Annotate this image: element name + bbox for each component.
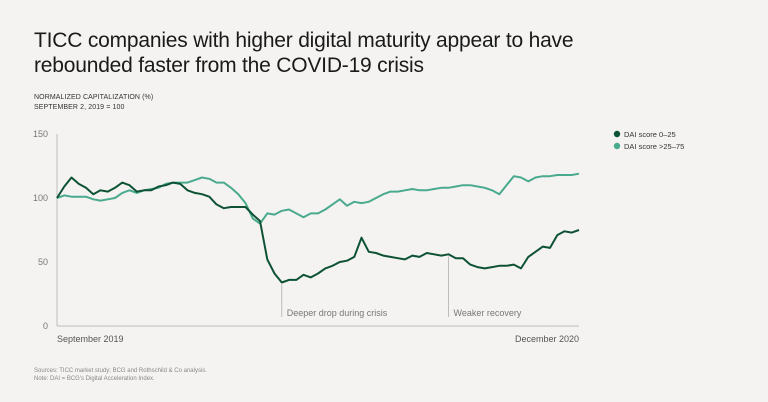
legend-label-dai_25_75: DAI score >25–75: [624, 142, 684, 151]
x-tick-label-end: December 2020: [515, 334, 579, 344]
chart-title: TICC companies with higher digital matur…: [34, 29, 574, 77]
annotation-label: Deeper drop during crisis: [287, 308, 388, 318]
y-tick-label: 150: [33, 129, 48, 139]
series-line-dai_25_75: [56, 172, 580, 225]
legend-marker-dai_0_25: [613, 130, 621, 138]
legend-label-dai_0_25: DAI score 0–25: [624, 130, 676, 139]
y-axis-subtitle: SEPTEMBER 2, 2019 = 100: [34, 104, 125, 111]
y-axis-title: NORMALIZED CAPITALIZATION (%): [34, 94, 154, 101]
legend: DAI score 0–25 DAI score >25–75: [613, 130, 684, 151]
annotation-label: Weaker recovery: [454, 308, 522, 318]
series-lines: [56, 172, 580, 284]
axes: 0 50 100 150 September 2019 December 2020: [33, 129, 579, 344]
y-tick-label: 50: [38, 257, 48, 267]
series-line-dai_0_25: [56, 176, 580, 284]
dai-note: Note: DAI = BCG's Digital Acceleration I…: [34, 376, 155, 382]
y-tick-label: 100: [33, 193, 48, 203]
sources-note: Sources: TICC market study; BCG and Roth…: [34, 368, 207, 374]
y-tick-label: 0: [43, 321, 48, 331]
annotations: Deeper drop during crisis Weaker recovery: [281, 256, 522, 318]
legend-marker-dai_25_75: [613, 142, 621, 150]
x-tick-label-start: September 2019: [57, 334, 124, 344]
